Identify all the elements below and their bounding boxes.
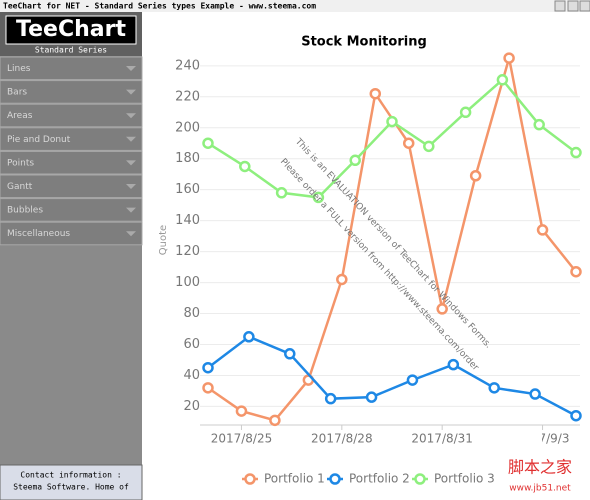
y-tick-label: 220 — [175, 89, 200, 104]
data-point — [369, 87, 382, 100]
menu-item[interactable] — [0, 127, 143, 151]
y-axis-label: Quote — [158, 225, 169, 255]
menu-item[interactable] — [0, 56, 143, 81]
data-point — [324, 392, 337, 405]
data-point — [469, 170, 482, 182]
data-point — [312, 191, 325, 204]
data-point — [235, 405, 248, 417]
y-tick-label: 200 — [175, 120, 200, 135]
menu-item[interactable] — [0, 103, 143, 128]
menu-arrow — [126, 160, 136, 166]
contact-text: Contact information : — [20, 471, 121, 480]
x-tick-label: 2017/8/28 — [311, 432, 373, 446]
data-point — [533, 118, 545, 131]
data-point — [239, 160, 251, 173]
menu-item-label: Points — [7, 158, 34, 168]
data-point — [459, 106, 472, 119]
y-tick-label: 60 — [183, 337, 200, 352]
data-point — [336, 273, 348, 286]
overlay — [508, 428, 542, 450]
logo-box — [5, 15, 137, 45]
menu-arrow — [126, 207, 136, 213]
legend-marker — [244, 473, 256, 485]
menu-item[interactable] — [0, 80, 143, 104]
menu-arrow — [126, 113, 136, 119]
menu-arrow — [126, 136, 136, 142]
site-watermark: 脚本之家 — [508, 458, 572, 477]
y-tick-label: 120 — [175, 244, 200, 259]
contact-text: Steema Software. Home of — [13, 483, 129, 492]
menu-arrow — [126, 66, 136, 71]
data-point — [402, 137, 415, 149]
y-tick-label: 140 — [175, 213, 200, 228]
legend-marker — [329, 473, 341, 485]
data-point — [202, 137, 214, 149]
logo: TeeChart — [16, 17, 126, 42]
window-title: TeeChart for NET - Standard Series types… — [3, 1, 316, 11]
close-button[interactable] — [579, 0, 590, 12]
data-point — [275, 187, 288, 199]
menu-item-label: Pie and Donut — [7, 135, 71, 145]
data-point — [496, 74, 509, 86]
y-tick-label: 100 — [175, 275, 200, 290]
data-point — [202, 361, 214, 374]
menu-item[interactable] — [0, 174, 143, 199]
chart-title: Stock Monitoring — [301, 35, 427, 50]
title-bar — [0, 0, 590, 12]
menu-item[interactable] — [0, 221, 143, 246]
legend-label: Portfolio 3 — [434, 472, 495, 486]
menu-item-label: Lines — [7, 64, 31, 74]
data-point — [570, 146, 582, 159]
series-line — [207, 335, 577, 417]
menu-arrow — [126, 89, 136, 95]
data-point — [284, 348, 296, 360]
menu-item-label: Gantt — [7, 182, 33, 192]
data-point — [202, 382, 214, 394]
data-point — [436, 303, 448, 315]
menu-arrow — [126, 184, 136, 189]
legend-label: Portfolio 2 — [349, 472, 410, 486]
menu-item-label: Bubbles — [7, 206, 43, 216]
menu-item-label: Miscellaneous — [7, 229, 70, 239]
data-point — [447, 358, 460, 371]
legend-marker — [414, 473, 426, 485]
y-tick-label: 20 — [183, 399, 200, 414]
data-point — [269, 414, 281, 427]
site-watermark: www.jb51.net — [509, 484, 571, 494]
data-point — [349, 154, 361, 167]
menu-arrow — [126, 231, 136, 237]
data-point — [365, 391, 378, 403]
contact-box — [0, 464, 143, 500]
menu-item[interactable] — [0, 198, 143, 222]
data-point — [423, 140, 435, 153]
data-point — [406, 374, 419, 386]
y-tick-label: 180 — [175, 151, 200, 166]
y-tick-label: 240 — [175, 58, 200, 73]
menu-item-label: Areas — [7, 111, 33, 121]
legend-label: Portfolio 1 — [264, 472, 325, 486]
y-tick-label: 40 — [183, 368, 200, 383]
menu-item[interactable] — [0, 150, 143, 175]
minimize-button[interactable] — [554, 0, 566, 12]
logo-subtitle: Standard Series — [35, 46, 107, 55]
data-point — [536, 224, 549, 236]
data-point — [570, 265, 582, 278]
data-point — [503, 52, 515, 64]
y-tick-label: 80 — [183, 306, 200, 321]
data-point — [488, 382, 500, 394]
data-point — [386, 115, 398, 128]
x-tick-label: 2017/8/25 — [211, 432, 273, 446]
data-point — [529, 388, 541, 400]
y-tick-label: 160 — [175, 182, 200, 197]
maximize-button[interactable] — [567, 0, 579, 12]
x-tick-label: 2017/8/31 — [411, 432, 473, 446]
data-point — [243, 331, 255, 343]
data-point — [570, 409, 582, 422]
menu-item-label: Bars — [7, 88, 27, 98]
